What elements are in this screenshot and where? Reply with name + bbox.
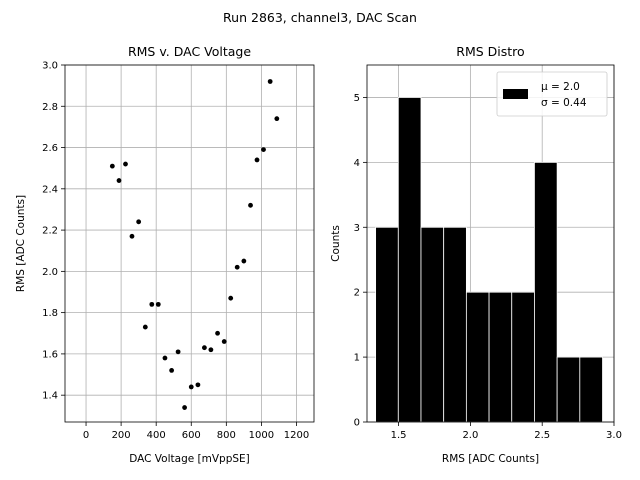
histogram-x-tick-label: 2.0 bbox=[462, 430, 478, 441]
histogram-bar bbox=[420, 226, 445, 423]
histogram-title: RMS Distro bbox=[456, 44, 524, 59]
scatter-point bbox=[136, 219, 142, 225]
scatter-y-tick-label: 2.8 bbox=[42, 102, 58, 113]
scatter-x-tick-label: 600 bbox=[182, 430, 201, 441]
histogram-x-tick-label: 2.5 bbox=[534, 430, 550, 441]
histogram-y-tick-label: 0 bbox=[354, 418, 360, 429]
histogram-x-tick-label: 3.0 bbox=[606, 430, 622, 441]
scatter-point bbox=[182, 405, 187, 410]
scatter-point bbox=[261, 147, 266, 153]
scatter-x-tick-label: 1200 bbox=[284, 430, 309, 441]
scatter-panel: RMS v. DAC Voltage 0 200 400 600 800 1000 1200… bbox=[15, 44, 315, 465]
scatter-point bbox=[109, 163, 115, 169]
scatter-point bbox=[208, 347, 214, 353]
histogram-y-tick-label: 4 bbox=[354, 158, 360, 169]
scatter-y-axis-label: RMS [ADC Counts] bbox=[15, 195, 27, 292]
scatter-y-tick-label: 1.6 bbox=[42, 349, 58, 360]
histogram-bar bbox=[465, 291, 490, 423]
scatter-point bbox=[274, 116, 280, 122]
histogram-x-tick-label: 1.5 bbox=[391, 430, 407, 441]
scatter-point bbox=[169, 368, 175, 373]
legend-box bbox=[496, 71, 608, 117]
scatter-point bbox=[149, 301, 155, 307]
scatter-y-tick-label: 3.0 bbox=[42, 61, 58, 72]
scatter-point bbox=[221, 339, 227, 344]
scatter-point bbox=[234, 264, 240, 270]
scatter-point bbox=[142, 324, 148, 330]
scatter-point bbox=[129, 233, 135, 239]
scatter-x-tick-label: 0 bbox=[83, 430, 89, 441]
scatter-point bbox=[241, 258, 247, 264]
histogram-x-axis-label: RMS [ADC Counts] bbox=[442, 453, 539, 465]
histogram-legend: μ = 2.0 σ = 0.44 bbox=[496, 71, 608, 117]
scatter-y-tick-label: 2.4 bbox=[42, 184, 58, 195]
scatter-ticks: 0 200 400 600 800 1000 1200 1.4 1.6 1.8 2.0 2.2 2.4 2… bbox=[42, 61, 309, 442]
histogram-bar bbox=[511, 291, 535, 423]
scatter-x-tick-label: 200 bbox=[112, 430, 131, 441]
scatter-point bbox=[116, 178, 122, 183]
scatter-point bbox=[215, 330, 220, 336]
histogram-y-axis-label: Counts bbox=[330, 225, 342, 262]
scatter-point bbox=[123, 161, 128, 167]
histogram-y-tick-label: 2 bbox=[354, 288, 360, 299]
histogram-panel: RMS Distro 1.5 2.0 2.5 3.0 0 1 2 3 4 5 RMS [ADC C… bbox=[330, 44, 622, 465]
legend-sigma-text: σ = 0.44 bbox=[541, 97, 587, 109]
scatter-axes-frame bbox=[64, 64, 315, 423]
scatter-point bbox=[195, 382, 201, 388]
scatter-y-tick-label: 1.8 bbox=[42, 308, 58, 319]
scatter-y-tick-label: 1.4 bbox=[42, 391, 58, 402]
legend-swatch bbox=[503, 89, 528, 99]
scatter-x-tick-label: 800 bbox=[217, 430, 236, 441]
scatter-points bbox=[109, 79, 280, 410]
scatter-x-tick-label: 1000 bbox=[249, 430, 274, 441]
scatter-x-axis-label: DAC Voltage [mVppSE] bbox=[129, 453, 250, 465]
scatter-point bbox=[162, 355, 168, 361]
scatter-point bbox=[155, 301, 161, 307]
histogram-bar bbox=[556, 356, 581, 423]
scatter-point bbox=[248, 202, 253, 208]
histogram-bar bbox=[534, 161, 558, 423]
histogram-y-tick-label: 5 bbox=[354, 93, 360, 104]
scatter-x-tick-label: 400 bbox=[147, 430, 166, 441]
figure-suptitle: Run 2863, channel3, DAC Scan bbox=[223, 10, 417, 25]
histogram-bars bbox=[375, 97, 603, 423]
histogram-bar bbox=[579, 356, 603, 423]
scatter-point bbox=[175, 349, 181, 355]
histogram-bar bbox=[375, 226, 399, 423]
histogram-axes-frame bbox=[366, 64, 615, 423]
scatter-y-tick-label: 2.0 bbox=[42, 267, 58, 278]
histogram-bar bbox=[443, 226, 467, 423]
histogram-y-tick-label: 1 bbox=[354, 353, 360, 364]
scatter-point bbox=[188, 384, 194, 390]
scatter-gridlines bbox=[65, 64, 314, 422]
scatter-y-tick-label: 2.6 bbox=[42, 143, 58, 154]
scatter-point bbox=[254, 157, 260, 163]
scatter-point bbox=[228, 295, 234, 301]
scatter-point bbox=[267, 79, 273, 84]
histogram-ticks: 1.5 2.0 2.5 3.0 0 1 2 3 4 5 bbox=[354, 93, 622, 441]
scatter-y-tick-label: 2.2 bbox=[42, 226, 58, 237]
histogram-bar bbox=[397, 97, 422, 423]
histogram-y-tick-label: 3 bbox=[354, 223, 360, 234]
legend-mean-text: μ = 2.0 bbox=[541, 81, 580, 93]
scatter-point bbox=[202, 345, 207, 351]
scatter-title: RMS v. DAC Voltage bbox=[128, 44, 251, 59]
histogram-bar bbox=[488, 291, 513, 423]
